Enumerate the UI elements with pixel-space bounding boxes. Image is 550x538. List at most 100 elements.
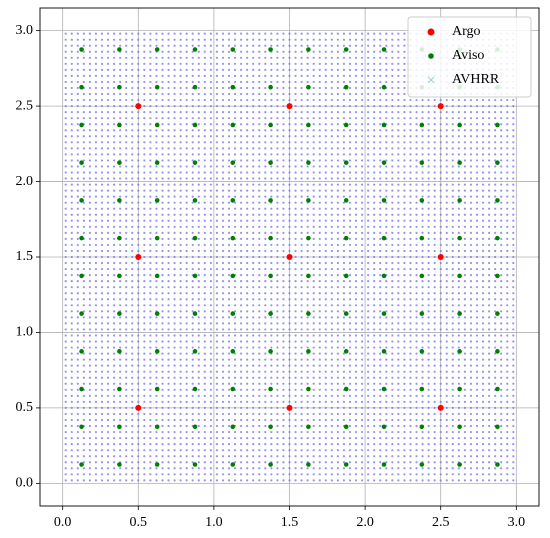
point	[179, 38, 182, 41]
point	[336, 56, 339, 59]
point	[246, 382, 249, 385]
point	[203, 461, 206, 464]
point	[246, 123, 249, 126]
point	[270, 436, 273, 440]
point	[427, 364, 430, 367]
point	[318, 406, 321, 410]
point	[203, 177, 206, 180]
point	[306, 328, 309, 331]
point	[312, 231, 315, 234]
point	[312, 92, 315, 96]
point	[288, 364, 291, 367]
point	[397, 123, 400, 126]
point	[330, 322, 333, 325]
point	[439, 334, 442, 337]
point	[100, 328, 104, 331]
point	[451, 147, 454, 150]
point	[324, 213, 327, 216]
point	[252, 473, 255, 476]
point	[306, 394, 309, 397]
point	[264, 286, 267, 289]
point	[70, 38, 73, 41]
point	[209, 400, 212, 403]
point	[161, 237, 164, 240]
point	[173, 424, 176, 428]
point	[185, 436, 188, 440]
point	[88, 274, 91, 277]
point	[360, 111, 364, 114]
point	[131, 455, 134, 458]
point	[391, 201, 394, 204]
point	[451, 479, 454, 482]
point	[342, 243, 346, 247]
point	[191, 195, 194, 198]
point	[161, 86, 164, 90]
point	[318, 292, 321, 295]
point	[409, 346, 412, 349]
point	[233, 129, 237, 132]
point	[397, 286, 400, 289]
point	[94, 358, 98, 361]
point	[318, 219, 321, 222]
point	[119, 249, 122, 253]
point	[421, 364, 424, 367]
point	[88, 412, 91, 416]
point	[185, 388, 188, 391]
point	[167, 400, 170, 403]
point	[252, 436, 255, 440]
point	[112, 195, 116, 198]
point	[125, 310, 128, 313]
point	[294, 479, 297, 482]
point	[409, 412, 412, 416]
point	[203, 424, 206, 428]
point	[215, 189, 219, 192]
point	[379, 406, 382, 410]
point	[409, 394, 412, 397]
point	[100, 237, 104, 240]
point	[373, 280, 376, 283]
point	[294, 418, 297, 422]
point	[100, 117, 104, 120]
point	[191, 92, 194, 96]
point	[137, 394, 140, 397]
point	[76, 418, 79, 422]
point	[131, 430, 134, 434]
point	[385, 298, 388, 301]
point	[312, 376, 315, 379]
point	[209, 370, 212, 373]
point	[354, 261, 358, 265]
point	[409, 104, 412, 108]
point	[233, 183, 237, 186]
point	[421, 267, 424, 271]
point	[233, 400, 237, 403]
point	[288, 111, 291, 114]
point	[457, 286, 460, 289]
point	[385, 364, 388, 367]
point	[119, 322, 122, 325]
point	[125, 334, 128, 337]
point	[348, 352, 352, 355]
point	[397, 388, 400, 391]
point	[112, 80, 116, 84]
point	[385, 412, 388, 416]
point	[433, 443, 436, 446]
point	[227, 304, 231, 307]
point	[403, 117, 406, 120]
point	[336, 298, 339, 301]
point	[185, 225, 188, 228]
point	[64, 129, 67, 132]
point	[179, 376, 182, 379]
point	[354, 346, 358, 349]
point	[367, 346, 370, 349]
point	[70, 280, 73, 283]
point	[324, 328, 327, 331]
point	[421, 98, 424, 102]
point	[112, 243, 116, 247]
point	[191, 418, 194, 422]
point	[70, 461, 73, 464]
point	[191, 231, 194, 234]
point	[288, 86, 291, 90]
point	[70, 406, 73, 410]
point	[70, 473, 73, 476]
point	[342, 467, 346, 470]
